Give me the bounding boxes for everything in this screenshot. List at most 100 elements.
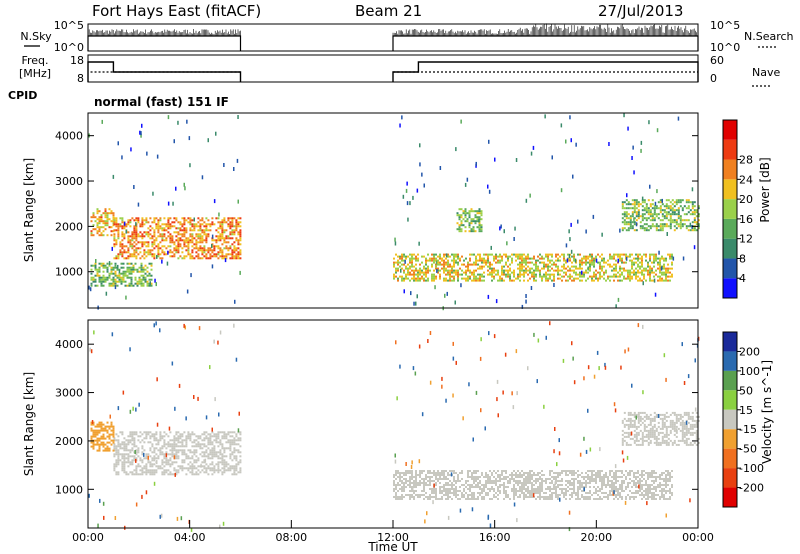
range-cell — [489, 261, 491, 264]
range-cell — [153, 255, 156, 258]
range-cell — [227, 237, 230, 240]
range-cell — [229, 467, 232, 470]
range-cell — [197, 457, 200, 460]
range-cell — [227, 225, 230, 228]
range-cell — [659, 263, 661, 266]
range-cell — [649, 253, 651, 256]
range-cell — [649, 215, 652, 218]
range-cell — [533, 484, 535, 486]
range-cell — [417, 494, 419, 496]
range-cell — [615, 265, 617, 268]
range-cell — [553, 279, 555, 282]
range-cell — [477, 470, 479, 472]
range-cell — [565, 498, 567, 500]
range-cell — [100, 264, 103, 267]
range-cell — [405, 257, 407, 260]
range-cell — [177, 449, 180, 452]
range-cell — [201, 443, 204, 446]
range-cell — [145, 437, 148, 440]
range-cell — [519, 488, 521, 490]
range-cell — [96, 212, 99, 215]
range-cell — [147, 227, 150, 230]
range-cell — [479, 488, 481, 490]
range-cell — [421, 472, 423, 474]
range-cell — [153, 243, 156, 246]
range-cell — [233, 473, 236, 476]
range-cell — [144, 268, 147, 271]
range-cell — [102, 266, 105, 269]
range-cell — [655, 427, 658, 430]
range-cell — [555, 476, 557, 478]
range-cell — [689, 222, 692, 227]
range-cell — [223, 217, 226, 220]
range-cell — [197, 247, 200, 250]
range-cell — [462, 224, 465, 227]
range-cell — [217, 227, 220, 230]
range-cell — [549, 478, 551, 480]
range-cell — [127, 239, 130, 242]
range-cell — [213, 433, 216, 436]
range-cell — [100, 435, 103, 438]
range-cell — [489, 490, 491, 492]
range-cell — [637, 413, 640, 416]
range-cell — [195, 439, 198, 442]
range-cell — [115, 219, 118, 222]
range-cell — [481, 273, 483, 276]
range-cell — [229, 225, 232, 228]
range-cell — [655, 227, 658, 230]
range-cell — [679, 199, 682, 202]
range-cell — [675, 203, 678, 206]
range-cell — [599, 261, 601, 264]
range-cell — [501, 257, 503, 260]
range-cell — [537, 488, 539, 490]
range-cell — [175, 227, 178, 230]
range-cell — [225, 435, 228, 438]
range-cell — [129, 239, 132, 242]
range-cell — [519, 480, 521, 482]
range-cell — [167, 250, 169, 255]
range-cell — [472, 220, 475, 223]
range-cell — [131, 217, 134, 220]
range-cell — [523, 275, 525, 278]
range-cell — [183, 451, 186, 454]
range-cell — [499, 480, 501, 482]
range-cell — [653, 213, 656, 216]
range-cell — [219, 251, 222, 254]
range-cell — [88, 285, 90, 290]
range-cell — [447, 474, 449, 476]
range-cell — [189, 255, 192, 258]
range-cell — [521, 255, 523, 258]
range-cell — [129, 235, 132, 238]
range-cell — [629, 273, 631, 276]
range-cell — [653, 435, 656, 438]
range-cell — [583, 273, 585, 276]
range-cell — [411, 253, 413, 256]
range-cell — [513, 474, 515, 476]
range-cell — [399, 496, 401, 498]
range-cell — [509, 255, 511, 258]
range-cell — [468, 230, 471, 233]
range-cell — [443, 494, 445, 496]
range-cell — [125, 471, 128, 474]
range-cell — [152, 191, 154, 196]
range-cell — [100, 216, 103, 219]
range-cell — [553, 488, 555, 490]
range-cell — [207, 453, 210, 456]
range-cell — [663, 279, 665, 282]
range-cell — [169, 459, 172, 462]
range-cell — [117, 443, 120, 446]
range-cell — [155, 457, 158, 460]
range-cell — [495, 496, 497, 498]
range-cell — [515, 494, 517, 496]
range-cell — [217, 435, 220, 438]
range-cell — [163, 441, 166, 444]
range-cell — [555, 255, 557, 258]
range-cell — [211, 234, 214, 239]
range-cell — [457, 253, 459, 256]
range-cell — [413, 484, 415, 486]
range-cell — [537, 492, 539, 494]
range-cell — [557, 277, 559, 280]
range-cell — [535, 488, 537, 490]
range-cell — [175, 239, 178, 242]
range-cell — [203, 445, 206, 448]
